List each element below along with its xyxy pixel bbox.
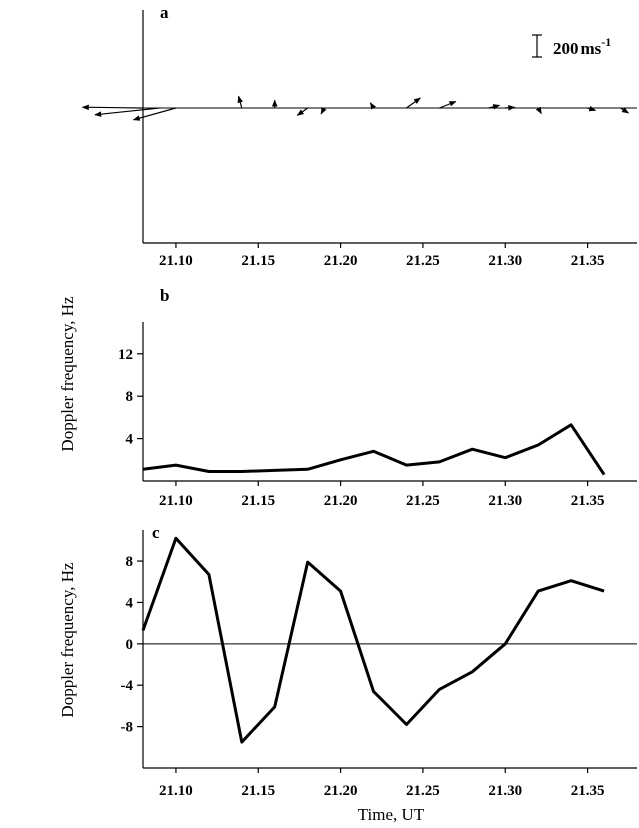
velocity-vector — [439, 100, 457, 109]
panel-a-letter: a — [160, 3, 169, 22]
panel-c-ticks: 21.10 21.15 21.20 21.25 21.30 21.35 -8 -4 0 4 8 — [121, 554, 605, 799]
y-tick-label: 4 — [126, 432, 134, 448]
panel-b-y-axis-title: Doppler frequency, Hz — [58, 296, 77, 452]
y-tick-label: -4 — [121, 678, 134, 694]
x-tick-label: 21.25 — [406, 253, 440, 269]
velocity-vector — [369, 102, 377, 110]
y-tick-label: 0 — [126, 637, 134, 653]
x-tick-label: 21.10 — [159, 493, 193, 509]
scale-bar-label: 200 ms-1 — [553, 35, 611, 58]
x-tick-label: 21.20 — [324, 253, 358, 269]
x-tick-label: 21.15 — [241, 253, 275, 269]
panel-c-letter: c — [152, 523, 160, 542]
velocity-vector — [237, 95, 243, 109]
x-tick-label: 21.20 — [324, 783, 358, 799]
velocity-vector — [620, 107, 629, 114]
velocity-vector — [406, 97, 421, 109]
y-tick-label: 12 — [118, 347, 133, 363]
x-tick-label: 21.30 — [488, 253, 522, 269]
velocity-vector — [81, 104, 144, 111]
x-tick-label: 21.15 — [241, 493, 275, 509]
x-tick-label: 21.30 — [488, 493, 522, 509]
panel-b-series-line — [142, 423, 606, 476]
panel-c-series-line — [141, 536, 605, 744]
x-tick-label: 21.25 — [406, 493, 440, 509]
panel-a-x-ticks: 21.10 21.15 21.20 21.25 21.30 21.35 — [159, 243, 604, 269]
velocity-vector — [320, 107, 327, 115]
velocity-vector — [587, 105, 597, 112]
panel-c-x-axis-title: Time, UT — [358, 805, 425, 824]
x-tick-label: 21.25 — [406, 783, 440, 799]
y-tick-label: 8 — [126, 389, 134, 405]
x-tick-label: 21.35 — [571, 783, 605, 799]
y-tick-label: -8 — [121, 720, 134, 736]
y-tick-label: 4 — [126, 595, 134, 611]
x-tick-label: 21.15 — [241, 783, 275, 799]
velocity-vector — [94, 107, 160, 117]
scale-bar: 200 ms-1 — [532, 34, 611, 58]
panel-c-line-chart: c 21.10 21.15 21.20 21.25 21.30 21.35-8-4048 … — [58, 523, 637, 824]
panel-b-line-chart: b 21.10 21.15 21.20 21.25 21.30 21.35 4 8 12 Dop… — [58, 286, 637, 509]
x-tick-label: 21.10 — [159, 253, 193, 269]
x-tick-label: 21.30 — [488, 783, 522, 799]
panel-b-letter: b — [160, 286, 169, 305]
velocity-vector — [296, 107, 309, 116]
x-tick-label: 21.20 — [324, 493, 358, 509]
x-tick-label: 21.35 — [571, 253, 605, 269]
panel-c-y-axis-title: Doppler frequency, Hz — [58, 562, 77, 718]
x-tick-label: 21.35 — [571, 493, 605, 509]
velocity-vector — [132, 107, 177, 121]
y-tick-label: 8 — [126, 554, 134, 570]
velocity-vector — [535, 106, 542, 115]
x-tick-label: 21.10 — [159, 783, 193, 799]
panel-b-ticks: 21.10 21.15 21.20 21.25 21.30 21.35 4 8 12 — [118, 347, 604, 509]
panel-a-vectors — [81, 95, 629, 121]
velocity-vector — [505, 104, 516, 111]
velocity-vector — [488, 104, 501, 110]
panel-a-vector-plot: a 21.10 21.15 21.20 21.25 21.30 21.35 200 ms-1 — [81, 3, 637, 269]
